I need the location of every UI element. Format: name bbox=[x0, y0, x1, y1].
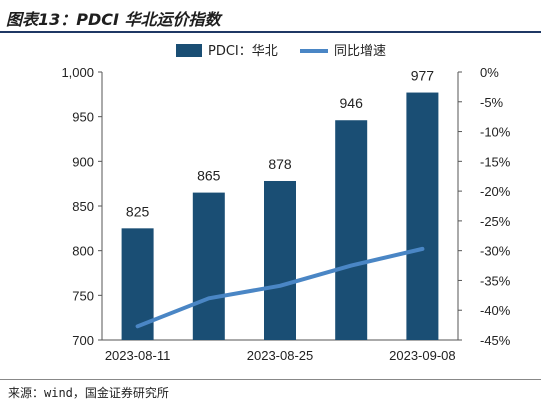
y-right-tick-label: -10% bbox=[480, 125, 511, 140]
bar-data-label: 977 bbox=[411, 68, 435, 84]
legend: PDCI：华北 同比增速 bbox=[176, 44, 386, 59]
bar-data-label: 865 bbox=[197, 168, 221, 184]
y-right-tick-label: -40% bbox=[480, 303, 511, 318]
bar-data-label: 946 bbox=[340, 95, 364, 111]
chart: PDCI：华北 同比增速 700 750 800 850 900 950 1,000 -45%… bbox=[61, 44, 511, 363]
legend-bar-swatch bbox=[176, 44, 202, 57]
x-tick-label: 2023-09-08 bbox=[389, 348, 456, 363]
y-right-tick-label: -45% bbox=[480, 333, 511, 348]
y-right-tick-label: -15% bbox=[480, 154, 511, 169]
x-tick-label: 2023-08-11 bbox=[105, 348, 171, 363]
y-right-tick-label: 0% bbox=[480, 65, 499, 80]
x-tick-label: 2023-08-25 bbox=[247, 348, 314, 363]
chart-title: 图表13：PDCI 华北运价指数 bbox=[6, 10, 221, 29]
bar-data-label: 878 bbox=[268, 156, 292, 172]
bar bbox=[335, 120, 368, 341]
legend-line-label: 同比增速 bbox=[334, 44, 386, 59]
bar-data-label: 825 bbox=[126, 203, 150, 219]
y-right-tick-label: -30% bbox=[480, 244, 511, 259]
y-left-tick-label: 750 bbox=[72, 288, 94, 303]
y-left-tick-label: 850 bbox=[72, 199, 94, 214]
y-left-tick-label: 700 bbox=[72, 333, 94, 348]
y-left-tick-label: 950 bbox=[72, 110, 94, 125]
legend-bar-label: PDCI：华北 bbox=[208, 44, 278, 59]
y-right-tick-label: -35% bbox=[480, 273, 511, 288]
y-left-tick-label: 1,000 bbox=[61, 65, 94, 80]
y-right-tick-label: -5% bbox=[480, 95, 504, 110]
bar bbox=[192, 192, 225, 340]
footer-divider bbox=[0, 379, 541, 380]
y-left-tick-label: 900 bbox=[72, 154, 94, 169]
bar bbox=[264, 180, 296, 340]
source-note: 来源：wind，国金证券研究所 bbox=[8, 386, 169, 400]
y-left-tick-label: 800 bbox=[72, 244, 94, 259]
bar bbox=[406, 92, 439, 341]
y-right-tick-label: -25% bbox=[480, 214, 511, 229]
title-divider bbox=[0, 31, 541, 33]
y-right-tick-label: -20% bbox=[480, 184, 511, 199]
